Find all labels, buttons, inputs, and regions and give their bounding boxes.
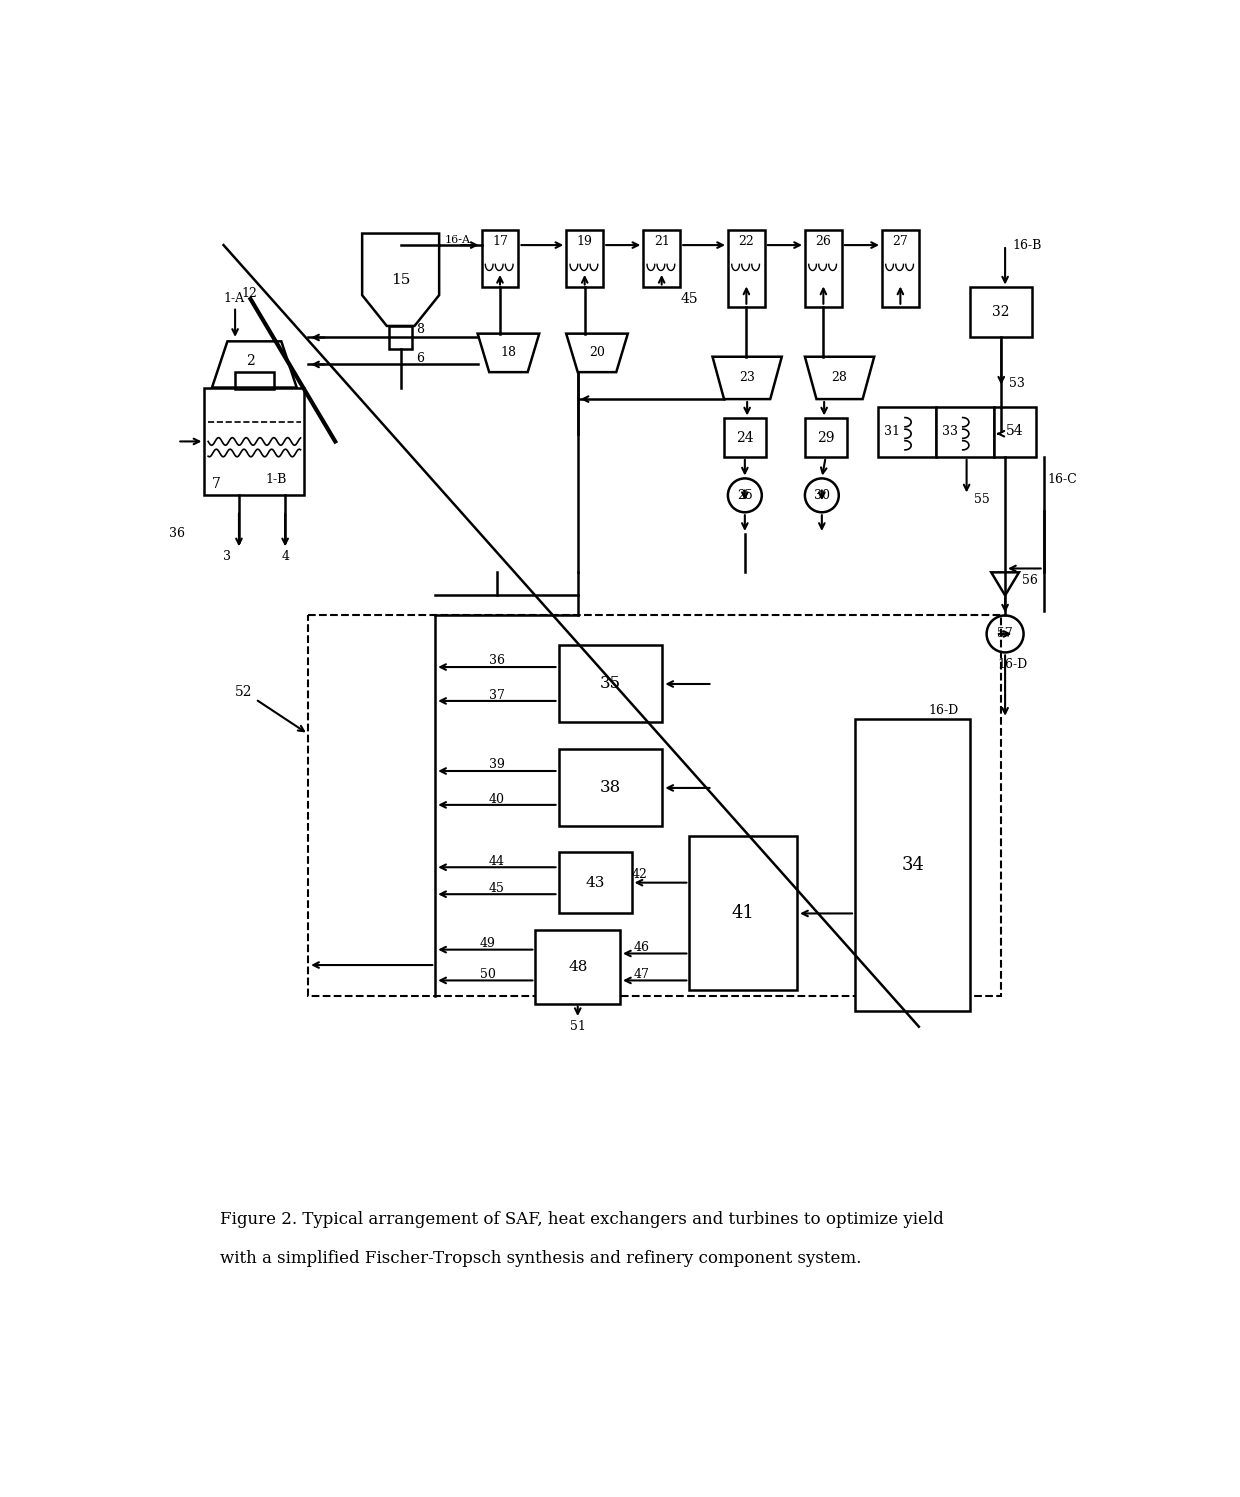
Text: 33: 33	[941, 425, 957, 439]
Text: 48: 48	[568, 960, 588, 973]
Text: 40: 40	[489, 793, 505, 805]
Text: 26: 26	[816, 235, 831, 247]
Text: 1-B: 1-B	[265, 473, 288, 487]
Text: 16-C: 16-C	[1048, 473, 1078, 487]
Bar	[558, 852, 631, 913]
Bar	[971, 287, 1032, 337]
Text: 16-D: 16-D	[928, 705, 959, 717]
Text: 22: 22	[739, 235, 754, 247]
Bar	[205, 388, 304, 496]
Text: 56: 56	[1022, 573, 1038, 587]
Text: 3: 3	[223, 551, 232, 563]
Bar	[644, 229, 681, 287]
Text: 12: 12	[242, 287, 257, 299]
Text: 34: 34	[901, 856, 924, 874]
Bar	[536, 931, 620, 1003]
Text: 29: 29	[817, 431, 835, 445]
Text: 39: 39	[489, 759, 505, 771]
Text: 25: 25	[737, 490, 753, 501]
Bar	[724, 418, 766, 457]
Bar	[728, 229, 765, 307]
Bar	[689, 837, 797, 991]
Bar	[236, 373, 274, 389]
Text: 53: 53	[1009, 377, 1024, 391]
Text: 1-A: 1-A	[223, 292, 244, 305]
Text: 27: 27	[893, 235, 908, 247]
Bar	[558, 645, 662, 723]
Text: 43: 43	[585, 876, 604, 889]
Text: 55: 55	[975, 493, 990, 506]
Text: 16-B: 16-B	[1013, 238, 1042, 251]
Text: 45: 45	[681, 292, 698, 305]
Text: 35: 35	[599, 675, 621, 693]
Bar	[805, 229, 842, 307]
Text: 51: 51	[570, 1019, 585, 1033]
Text: 49: 49	[480, 937, 496, 951]
Bar	[882, 229, 919, 307]
Text: 21: 21	[653, 235, 670, 247]
Text: 17: 17	[492, 235, 508, 247]
Text: 16-D: 16-D	[997, 659, 1028, 671]
Text: 38: 38	[599, 780, 621, 796]
Bar	[805, 418, 847, 457]
Bar	[993, 407, 1035, 457]
Text: with a simplified Fischer-Tropsch synthesis and refinery component system.: with a simplified Fischer-Tropsch synthe…	[219, 1250, 861, 1266]
Text: 2: 2	[246, 353, 255, 368]
Text: 41: 41	[732, 904, 755, 922]
Text: 20: 20	[589, 346, 605, 359]
Bar	[567, 229, 603, 287]
Text: 31: 31	[884, 425, 900, 439]
Text: 36: 36	[170, 527, 185, 540]
Text: 16-A: 16-A	[444, 235, 470, 244]
Text: 47: 47	[634, 967, 650, 981]
Text: Figure 2. Typical arrangement of SAF, heat exchangers and turbines to optimize y: Figure 2. Typical arrangement of SAF, he…	[219, 1211, 944, 1229]
Bar	[389, 326, 412, 349]
Bar	[481, 229, 518, 287]
Bar	[558, 750, 662, 826]
Text: 36: 36	[489, 654, 505, 668]
Text: 45: 45	[489, 882, 505, 895]
Text: 54: 54	[1006, 425, 1023, 439]
Text: 28: 28	[832, 371, 847, 385]
Bar	[936, 407, 993, 457]
Text: 19: 19	[577, 235, 593, 247]
Bar	[309, 615, 1001, 996]
Text: 23: 23	[739, 371, 755, 385]
Text: 8: 8	[415, 323, 424, 337]
Text: 46: 46	[634, 940, 650, 954]
Bar	[854, 719, 971, 1012]
Text: 50: 50	[480, 967, 496, 981]
Text: 15: 15	[391, 272, 410, 287]
Text: 30: 30	[813, 490, 830, 501]
Text: 52: 52	[236, 684, 304, 731]
Bar	[878, 407, 936, 457]
Text: 44: 44	[489, 855, 505, 868]
Text: 57: 57	[997, 627, 1013, 641]
Text: 6: 6	[415, 352, 424, 365]
Text: 24: 24	[737, 431, 754, 445]
Text: 18: 18	[501, 346, 516, 359]
Text: 37: 37	[489, 689, 505, 702]
Text: 42: 42	[631, 868, 647, 882]
Text: 7: 7	[211, 476, 221, 491]
Text: 32: 32	[992, 305, 1011, 319]
Text: 4: 4	[281, 551, 289, 563]
